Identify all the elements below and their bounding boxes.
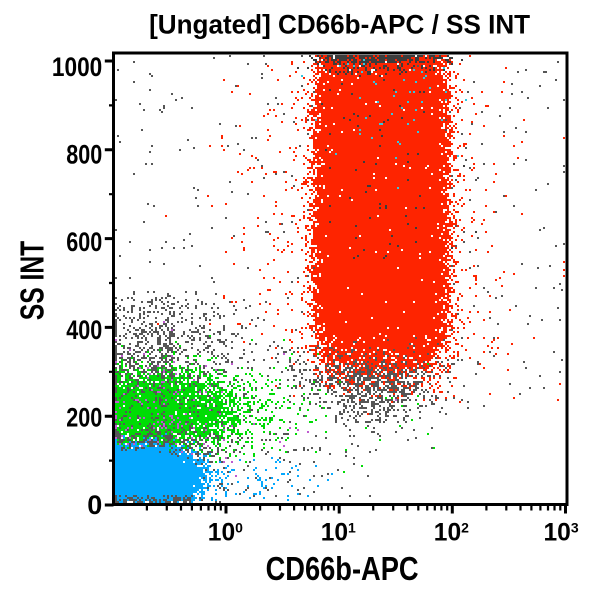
svg-text:400: 400	[66, 315, 102, 345]
svg-text:100: 100	[208, 519, 243, 546]
svg-text:600: 600	[66, 227, 102, 257]
svg-text:[Ungated] CD66b-APC / SS INT: [Ungated] CD66b-APC / SS INT	[149, 9, 530, 39]
svg-text:1000: 1000	[52, 52, 102, 82]
svg-text:800: 800	[66, 140, 102, 170]
svg-text:200: 200	[66, 402, 102, 432]
svg-text:CD66b-APC: CD66b-APC	[266, 550, 419, 587]
svg-text:SS INT: SS INT	[14, 241, 51, 321]
svg-text:102: 102	[434, 519, 469, 546]
svg-text:0: 0	[87, 490, 102, 520]
svg-text:103: 103	[544, 519, 579, 546]
svg-text:101: 101	[321, 519, 356, 546]
